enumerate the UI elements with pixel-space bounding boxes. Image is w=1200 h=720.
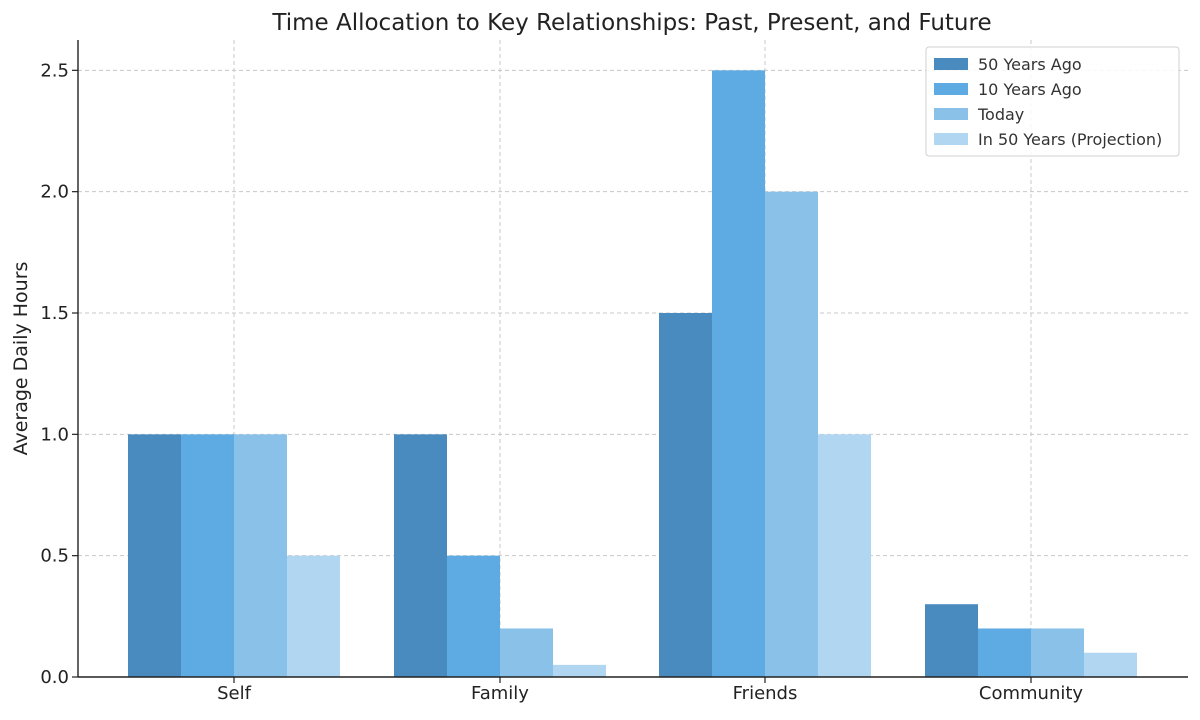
y-axis-label: Average Daily Hours (10, 262, 32, 456)
bar (500, 628, 553, 677)
bar (234, 434, 287, 677)
axes-layer (77, 40, 1188, 678)
y-tick-label: 0.0 (40, 667, 69, 688)
y-tick-label: 1.5 (40, 303, 69, 324)
bar (712, 70, 765, 678)
legend-frame (925, 46, 1180, 157)
legend-swatch (934, 58, 968, 70)
y-tick-label: 0.5 (40, 546, 69, 567)
x-tick-label: Friends (733, 683, 798, 704)
x-tick-label: Family (471, 683, 529, 704)
legend: 50 Years Ago 10 Years Ago Today In 50 Years… (925, 46, 1180, 157)
bar (1031, 628, 1084, 677)
ticks-layer: 0.0 0.5 1.0 1.5 2.0 2.5 Self Family Friends Commu… (40, 60, 1083, 704)
legend-entry-label: In 50 Years (Projection) (978, 130, 1162, 149)
bar (925, 604, 978, 677)
y-tick-label: 2.0 (40, 182, 69, 203)
y-tick-label: 1.0 (40, 424, 69, 445)
bar (765, 191, 818, 677)
bar (1084, 652, 1137, 677)
bar (818, 434, 871, 677)
legend-swatch (934, 83, 968, 95)
legend-entry-label: 10 Years Ago (978, 80, 1082, 99)
bar (128, 434, 181, 677)
bar (447, 555, 500, 677)
legend-swatch (934, 133, 968, 145)
bar (394, 434, 447, 677)
legend-entry-label: 50 Years Ago (978, 55, 1082, 74)
x-tick-label: Community (979, 683, 1084, 704)
legend-entry-label: Today (977, 105, 1024, 124)
bar (659, 313, 712, 677)
x-tick-label: Self (217, 683, 252, 704)
bar (181, 434, 234, 677)
legend-swatch (934, 108, 968, 120)
bar (553, 664, 606, 677)
chart-title: Time Allocation to Key Relationships: Pa… (271, 10, 991, 36)
bar (287, 555, 340, 677)
bars-layer (128, 70, 1137, 678)
bar (978, 628, 1031, 677)
y-tick-label: 2.5 (40, 60, 69, 81)
